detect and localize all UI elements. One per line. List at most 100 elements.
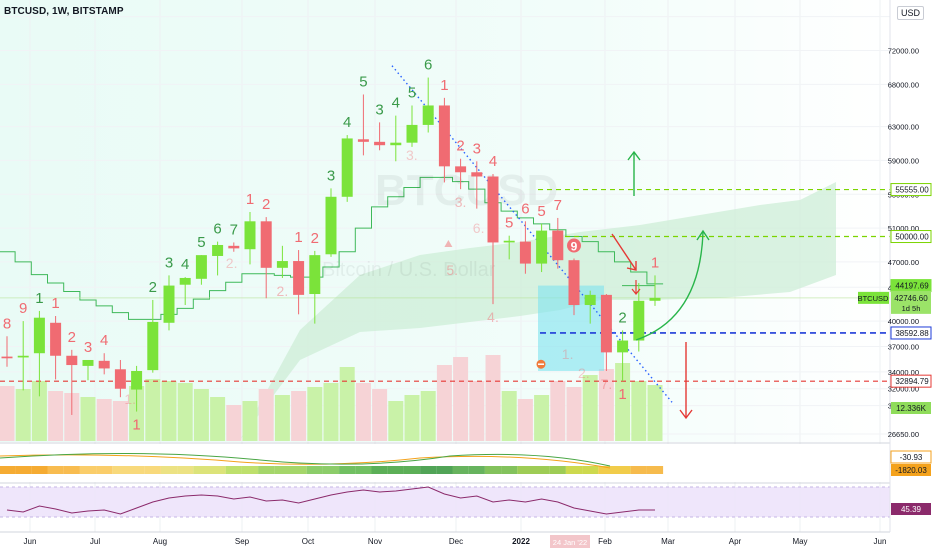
volume-bar (193, 389, 209, 441)
macd-histogram-bar (47, 466, 64, 474)
candle-body (212, 244, 224, 256)
candle-body (617, 340, 629, 353)
volume-bar (566, 387, 582, 441)
volume-bar (485, 355, 501, 441)
volume-bar (615, 363, 631, 441)
macd-histogram-bar (371, 466, 388, 474)
macd-histogram-bar (225, 466, 242, 474)
volume-bar (210, 397, 226, 441)
volume-bar (598, 369, 614, 441)
candle-body (1, 356, 13, 359)
symbol-tag-box (858, 291, 889, 304)
price-tick-label: 40000.00 (888, 317, 919, 326)
price-tick-label: 59000.00 (888, 156, 919, 165)
time-tick-label: Aug (153, 537, 167, 546)
macd-histogram-bar (355, 466, 372, 474)
macd-histogram-bar (468, 466, 485, 474)
macd-histogram-bar (177, 466, 194, 474)
candle-body (519, 241, 531, 264)
time-tick-label: Mar (661, 537, 675, 546)
time-tick-label: Jun (874, 537, 887, 546)
oscillator-tag-box (891, 503, 931, 515)
down-arrow-icon (631, 288, 641, 295)
td-count-label: 6 (424, 57, 432, 74)
price-label: 44197.69 (895, 282, 929, 291)
up-arrow-icon (627, 150, 641, 161)
td-count-label: 6 (521, 200, 529, 217)
down-arrow-icon (626, 261, 637, 271)
volume-bar (469, 381, 485, 441)
candle-body (584, 294, 596, 306)
price-label-box (890, 230, 932, 244)
time-tick-label: Feb (598, 537, 612, 546)
td-count-label: 1 (294, 229, 302, 246)
candle-body (649, 297, 661, 301)
chart-title: BTCUSD, 1W, BITSTAMP (4, 6, 124, 17)
time-tick-label: 2022 (512, 537, 530, 546)
price-label: 50000.00 (895, 233, 929, 242)
price-tick-label: 32000.00 (888, 385, 919, 394)
macd-histogram-bar (306, 466, 323, 474)
td-count-label: 5 (408, 84, 416, 101)
volume-bar (339, 367, 355, 441)
volume-bar (177, 383, 193, 441)
td-count-label: 2. (277, 283, 289, 299)
price-label-box (890, 326, 932, 340)
td-count-label: 6 (213, 221, 221, 238)
curved-up-arrow-icon (635, 231, 704, 341)
volume-bar (145, 379, 161, 441)
macd-histogram-bar (549, 466, 566, 474)
td-count-label: 4 (100, 332, 108, 349)
macd-histogram-bar (112, 466, 129, 474)
macd-histogram-bar (646, 466, 664, 474)
price-tick-label: 37000.00 (888, 342, 919, 351)
macd-histogram-bar (501, 466, 518, 474)
candle-body (487, 176, 499, 243)
macd-histogram-bar (63, 466, 80, 474)
time-tick-label: Jun (24, 537, 37, 546)
time-tick-label: Sep (235, 537, 250, 546)
volume-bar (517, 399, 533, 441)
macd-histogram-bar (290, 466, 307, 474)
volume-bar (96, 399, 112, 441)
candle-body (195, 255, 207, 279)
last-price-tag (891, 290, 931, 314)
macd-histogram-bar (209, 466, 226, 474)
volume-bar (15, 389, 31, 441)
volume-bar (420, 391, 436, 441)
macd-histogram-bar (15, 466, 32, 474)
candle-body (293, 261, 305, 295)
candle-body (147, 321, 159, 371)
macd-histogram-bar (79, 466, 97, 474)
candle-body (131, 370, 143, 390)
td-count-label: 5 (537, 203, 545, 220)
price-tick-label: 51000.00 (888, 224, 919, 233)
price-tick-label: 68000.00 (888, 80, 919, 89)
macd-histogram-bar (403, 466, 421, 474)
candle-body (33, 317, 45, 354)
volume-bar (550, 381, 566, 441)
candle-body (406, 124, 418, 143)
td-count-label: 4 (181, 256, 189, 273)
candle-body (66, 355, 78, 366)
candle-body (179, 277, 191, 285)
arrow-icon (444, 240, 453, 247)
td-count-label: 3 (84, 339, 92, 356)
price-tick-label: 72000.00 (888, 47, 919, 56)
candle-body (455, 166, 467, 173)
candle-body (276, 261, 288, 268)
td-count-label: 5 (197, 234, 205, 251)
td-count-label: 2. (226, 255, 238, 271)
td-count-label: 4 (392, 95, 400, 112)
volume-bar (291, 391, 307, 441)
volume-bar (242, 401, 258, 441)
td-count-label: 6. (473, 220, 485, 236)
candle-body (98, 360, 110, 369)
macd-histogram-bar (436, 466, 453, 474)
currency-badge[interactable]: USD (896, 6, 924, 20)
candle-body (309, 255, 321, 295)
td-count-label: 3. (406, 147, 418, 163)
volume-bar (112, 401, 128, 441)
